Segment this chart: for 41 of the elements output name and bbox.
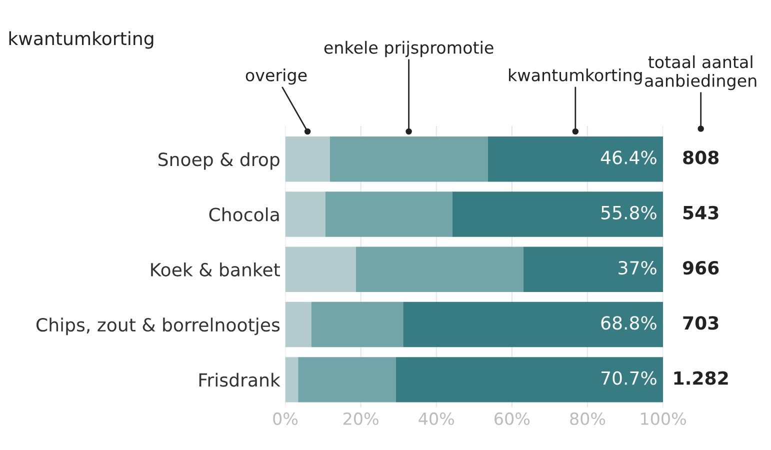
text: enkele prijspromotie — [324, 40, 494, 58]
x-tick-label: 20% — [344, 412, 378, 426]
x-tick-label: 100% — [641, 412, 686, 426]
bar — [330, 136, 488, 182]
bar — [325, 192, 452, 237]
bar — [285, 302, 312, 348]
text: kwantumkorting — [9, 31, 154, 49]
text: kwantumkorting — [509, 68, 642, 85]
text: 703 — [683, 316, 718, 330]
bar — [311, 302, 404, 348]
data-label: 68.8% — [601, 316, 656, 330]
data-label: 55.8% — [601, 206, 656, 220]
bar — [285, 136, 330, 182]
y-tick-label: Chocola — [209, 207, 279, 222]
data-label: 70.7% — [602, 371, 656, 385]
bar — [298, 357, 396, 402]
y-tick-label: Koek & banket — [151, 262, 280, 276]
y-tick-label: Snoep & drop — [158, 152, 280, 170]
text: totaal aantal aanbiedingen — [645, 55, 756, 90]
bar — [396, 357, 664, 402]
bar — [285, 192, 326, 237]
text: 1.282 — [674, 371, 728, 385]
bar — [488, 136, 664, 182]
bar — [285, 246, 356, 292]
text: overige — [246, 68, 307, 85]
x-tick-label: 40% — [418, 412, 454, 426]
y-tick-label: Chips, zout & borrelnootjes — [36, 318, 280, 336]
data-label: 46.4% — [600, 150, 656, 164]
x-tick-label: 60% — [494, 412, 530, 426]
text: 808 — [683, 150, 719, 164]
data-label: 37% — [618, 260, 656, 275]
bar — [285, 357, 298, 402]
text: 966 — [682, 260, 719, 275]
bar — [523, 246, 664, 292]
bar — [452, 192, 664, 237]
bar — [403, 302, 664, 348]
x-tick-label: 80% — [570, 412, 606, 426]
y-tick-label: Frisdrank — [199, 372, 280, 387]
bar — [356, 246, 524, 292]
text: 543 — [683, 206, 718, 220]
x-tick-label: 0% — [273, 412, 298, 426]
